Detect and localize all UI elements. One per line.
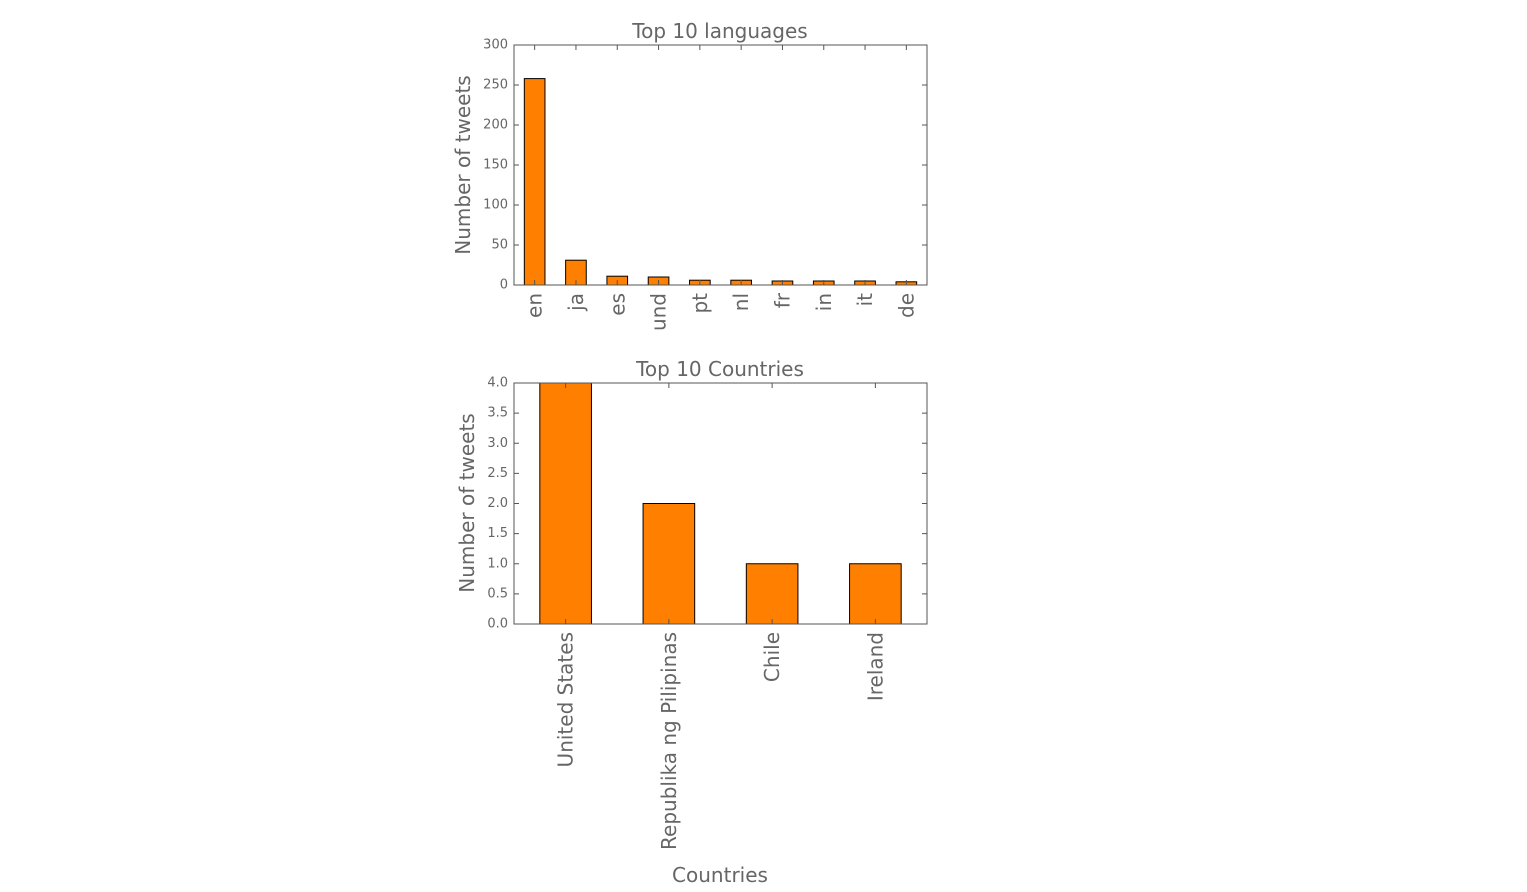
y-tick-label: 50 [491,238,508,253]
y-tick-label: 3.5 [487,406,508,421]
x-tick-label: de [894,293,918,318]
countries-chart-xlabel: Countries [672,863,768,887]
bar-united-states [539,382,592,625]
y-tick-label: 1.0 [487,556,508,571]
y-tick-label: 2.5 [487,466,508,481]
x-tick-label: it [853,293,877,307]
languages-bars [523,78,918,286]
countries-chart: Top 10 Countries Number of tweets 0.0 0.5… [455,357,928,887]
languages-chart-title: Top 10 languages [631,19,807,43]
y-tick-label: 150 [483,158,508,173]
x-tick-label: ja [564,293,588,312]
countries-y-ticks: 0.0 0.5 1.0 1.5 2.0 2.5 3.0 3.5 4.0 [487,376,927,632]
y-tick-label: 200 [483,118,508,133]
y-tick-label: 100 [483,198,508,213]
y-tick-label: 0.5 [487,586,508,601]
countries-x-tick-labels: United States Republika ng Pilipinas Chile… [554,632,888,850]
bar-ireland [849,563,902,625]
countries-chart-title: Top 10 Countries [635,357,804,381]
y-tick-label: 3.0 [487,436,508,451]
languages-chart-ylabel: Number of tweets [451,75,475,254]
y-tick-label: 1.5 [487,526,508,541]
languages-chart: Top 10 languages Number of tweets 0 50 100… [451,19,928,331]
y-tick-label: 2.0 [487,496,508,511]
x-tick-label: und [647,293,671,331]
y-tick-label: 0.0 [487,617,508,632]
x-tick-label: United States [554,632,578,767]
y-tick-label: 0 [500,278,508,293]
y-tick-label: 4.0 [487,376,508,391]
x-tick-label: Republika ng Pilipinas [657,632,681,850]
languages-x-tick-labels: en ja es und pt nl fr in it de [523,292,919,331]
countries-chart-ylabel: Number of tweets [455,413,479,592]
languages-plot-frame [513,44,928,286]
x-tick-label: in [812,293,836,311]
languages-y-ticks: 0 50 100 150 200 250 300 [483,38,927,293]
x-tick-label: pt [688,293,712,314]
countries-bars [539,382,902,625]
x-tick-label: nl [729,293,753,311]
y-tick-label: 250 [483,78,508,93]
bar-en [523,78,546,286]
bar-republika-ng-pilipinas [642,503,696,625]
y-tick-label: 300 [483,38,508,53]
x-tick-label: Chile [760,632,784,682]
x-tick-label: Ireland [863,632,887,701]
x-tick-label: en [523,293,547,318]
x-tick-label: es [605,293,629,316]
x-tick-label: fr [770,292,794,308]
bar-chile [745,563,799,625]
